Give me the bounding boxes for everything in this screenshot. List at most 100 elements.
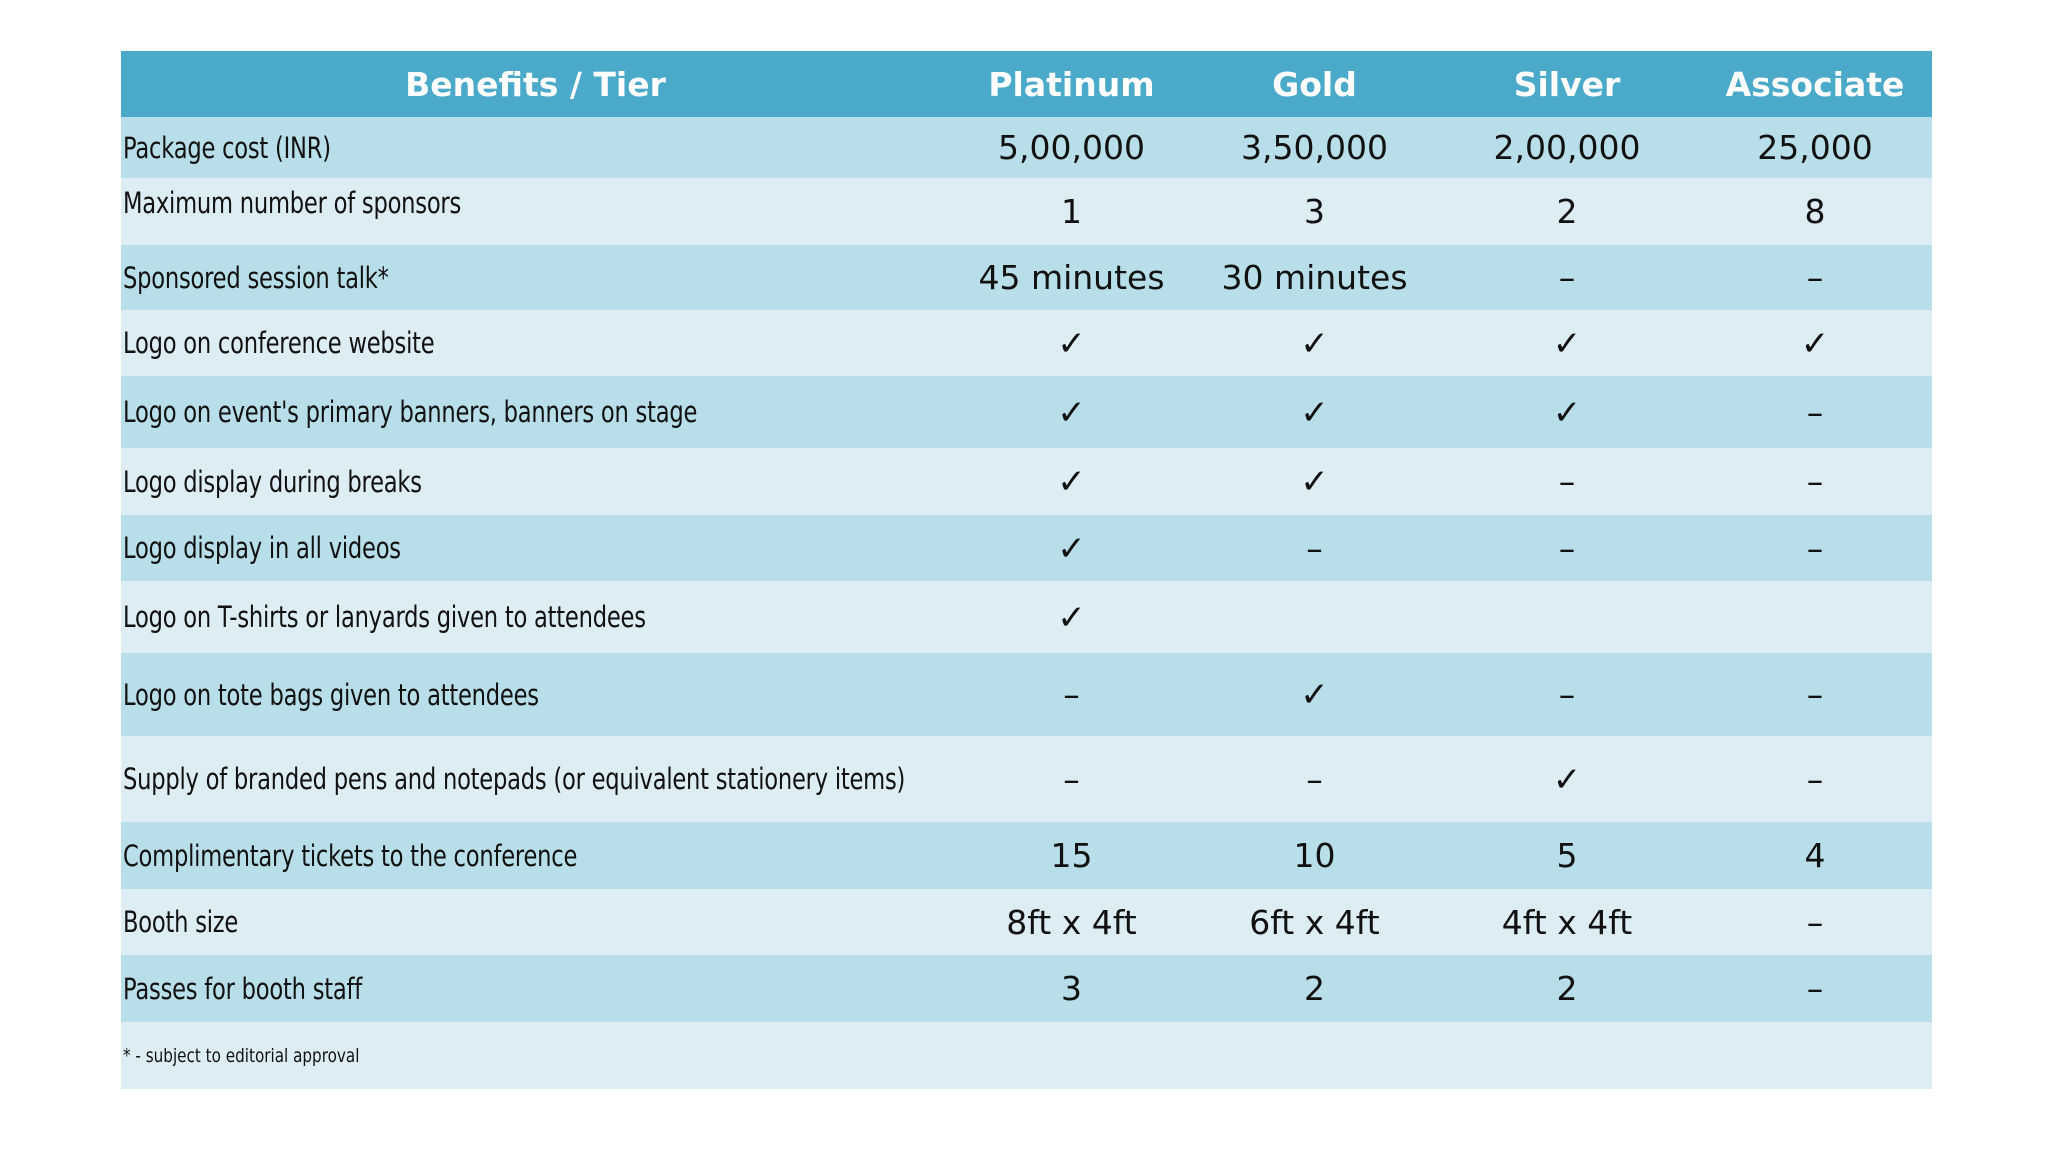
cell-silver: –	[1558, 528, 1576, 568]
row-label: Package cost (INR)	[121, 117, 950, 178]
table-row: Logo on T-shirts or lanyards given to at…	[121, 581, 1932, 653]
cell-silver: 5	[1556, 836, 1578, 875]
row-label-text: Logo on event's primary banners, banners…	[123, 395, 698, 429]
cell-associate: –	[1806, 675, 1824, 714]
cell-platinum: 5,00,000	[998, 128, 1145, 167]
cell-platinum: –	[1063, 759, 1080, 799]
footnote-row: * - subject to editorial approval	[121, 1022, 1932, 1089]
cell-gold: ✓	[1193, 448, 1436, 515]
sponsorship-tier-table: Benefits / Tier Platinum Gold Silver Ass…	[121, 51, 1932, 1089]
cell-platinum: ✓	[950, 310, 1193, 376]
cell-silver: 2	[1556, 192, 1578, 231]
cell-associate	[1698, 581, 1932, 653]
cell-platinum: 15	[1050, 836, 1093, 875]
checkmark-icon: ✓	[1300, 392, 1329, 433]
cell-gold: 6ft x 4ft	[1249, 902, 1380, 942]
footnote-text: * - subject to editorial approval	[123, 1044, 360, 1067]
cell-silver: ✓	[1436, 376, 1698, 448]
row-label-text: Package cost (INR)	[123, 130, 331, 165]
cell-platinum: 45 minutes	[978, 258, 1165, 297]
cell-platinum: 8ft x 4ft	[1006, 902, 1137, 942]
row-label-text: Logo on tote bags given to attendees	[123, 677, 539, 712]
cell-associate: –	[1806, 258, 1824, 297]
checkmark-icon: ✓	[1057, 392, 1086, 433]
checkmark-icon: ✓	[1057, 323, 1086, 364]
cell-associate: 8	[1804, 192, 1826, 231]
header-benefits: Benefits / Tier	[405, 64, 666, 104]
checkmark-icon: ✓	[1057, 597, 1086, 638]
row-label: Maximum number of sponsors	[121, 178, 950, 245]
table-row: Complimentary tickets to the conference …	[121, 822, 1932, 889]
cell-associate: –	[1806, 902, 1824, 942]
row-label: Logo on tote bags given to attendees	[121, 653, 950, 736]
row-label-text: Logo display in all videos	[123, 531, 401, 565]
row-label-text: Supply of branded pens and notepads (or …	[123, 762, 906, 796]
cell-associate: 4	[1804, 836, 1826, 875]
cell-gold: 2	[1304, 969, 1325, 1008]
row-label: Supply of branded pens and notepads (or …	[121, 736, 950, 822]
row-label-text: Complimentary tickets to the conference	[123, 838, 578, 873]
header-platinum: Platinum	[988, 64, 1155, 104]
table-row: Sponsored session talk* 45 minutes 30 mi…	[121, 245, 1932, 310]
checkmark-icon: ✓	[1552, 323, 1582, 364]
cell-gold	[1193, 581, 1436, 653]
cell-silver: –	[1558, 258, 1576, 297]
header-silver: Silver	[1513, 64, 1621, 104]
checkmark-icon: ✓	[1552, 759, 1582, 800]
footnote: * - subject to editorial approval	[121, 1022, 1932, 1089]
row-label: Logo display during breaks	[121, 448, 950, 515]
table-header-row: Benefits / Tier Platinum Gold Silver Ass…	[121, 51, 1932, 117]
row-label: Booth size	[121, 889, 950, 955]
table-row: Booth size 8ft x 4ft 6ft x 4ft 4ft x 4ft…	[121, 889, 1932, 955]
row-label-text: Booth size	[123, 905, 239, 939]
cell-silver: ✓	[1436, 310, 1698, 376]
cell-silver: –	[1558, 462, 1576, 501]
cell-platinum: 3	[1061, 969, 1082, 1008]
row-label: Logo on T-shirts or lanyards given to at…	[121, 581, 950, 653]
sponsorship-table-container: Benefits / Tier Platinum Gold Silver Ass…	[121, 51, 1932, 1089]
table-row: Passes for booth staff 3 2 2 –	[121, 955, 1932, 1022]
cell-platinum: ✓	[950, 515, 1193, 581]
cell-silver: ✓	[1436, 736, 1698, 822]
table-row: Logo on tote bags given to attendees – ✓…	[121, 653, 1932, 736]
table-row: Logo display during breaks ✓ ✓ – –	[121, 448, 1932, 515]
cell-gold: 30 minutes	[1221, 258, 1408, 297]
cell-gold: ✓	[1193, 310, 1436, 376]
cell-silver: 2,00,000	[1493, 128, 1641, 167]
table-row: Maximum number of sponsors 1 3 2 8	[121, 178, 1932, 245]
cell-gold: ✓	[1193, 653, 1436, 736]
cell-associate: –	[1806, 462, 1824, 501]
cell-gold: –	[1306, 528, 1323, 568]
cell-associate: –	[1806, 392, 1824, 432]
cell-associate: ✓	[1698, 310, 1932, 376]
row-label: Logo on conference website	[121, 310, 950, 376]
row-label-text: Sponsored session talk*	[123, 260, 389, 295]
checkmark-icon: ✓	[1552, 392, 1582, 433]
table-row: Logo display in all videos ✓ – – –	[121, 515, 1932, 581]
row-label: Logo on event's primary banners, banners…	[121, 376, 950, 448]
header-associate: Associate	[1725, 64, 1905, 104]
cell-associate: 25,000	[1757, 128, 1873, 167]
cell-gold: ✓	[1193, 376, 1436, 448]
checkmark-icon: ✓	[1300, 462, 1329, 502]
header-gold: Gold	[1272, 64, 1357, 104]
cell-silver	[1436, 581, 1698, 653]
cell-gold: 10	[1293, 836, 1336, 875]
cell-platinum: ✓	[950, 376, 1193, 448]
checkmark-icon: ✓	[1800, 323, 1830, 364]
table-row: Package cost (INR) 5,00,000 3,50,000 2,0…	[121, 117, 1932, 178]
table-row: Logo on conference website ✓ ✓ ✓ ✓	[121, 310, 1932, 376]
row-label: Sponsored session talk*	[121, 245, 950, 310]
cell-gold: 3,50,000	[1241, 128, 1388, 167]
cell-platinum: –	[1063, 675, 1080, 714]
cell-silver: 4ft x 4ft	[1501, 902, 1633, 942]
cell-associate: –	[1806, 969, 1824, 1008]
cell-gold: –	[1306, 759, 1323, 799]
cell-platinum: 1	[1061, 192, 1082, 231]
row-label-text: Maximum number of sponsors	[123, 185, 462, 220]
cell-gold: 3	[1304, 192, 1325, 231]
table-row: Logo on event's primary banners, banners…	[121, 376, 1932, 448]
checkmark-icon: ✓	[1300, 675, 1329, 715]
table-row: Supply of branded pens and notepads (or …	[121, 736, 1932, 822]
checkmark-icon: ✓	[1057, 462, 1086, 502]
